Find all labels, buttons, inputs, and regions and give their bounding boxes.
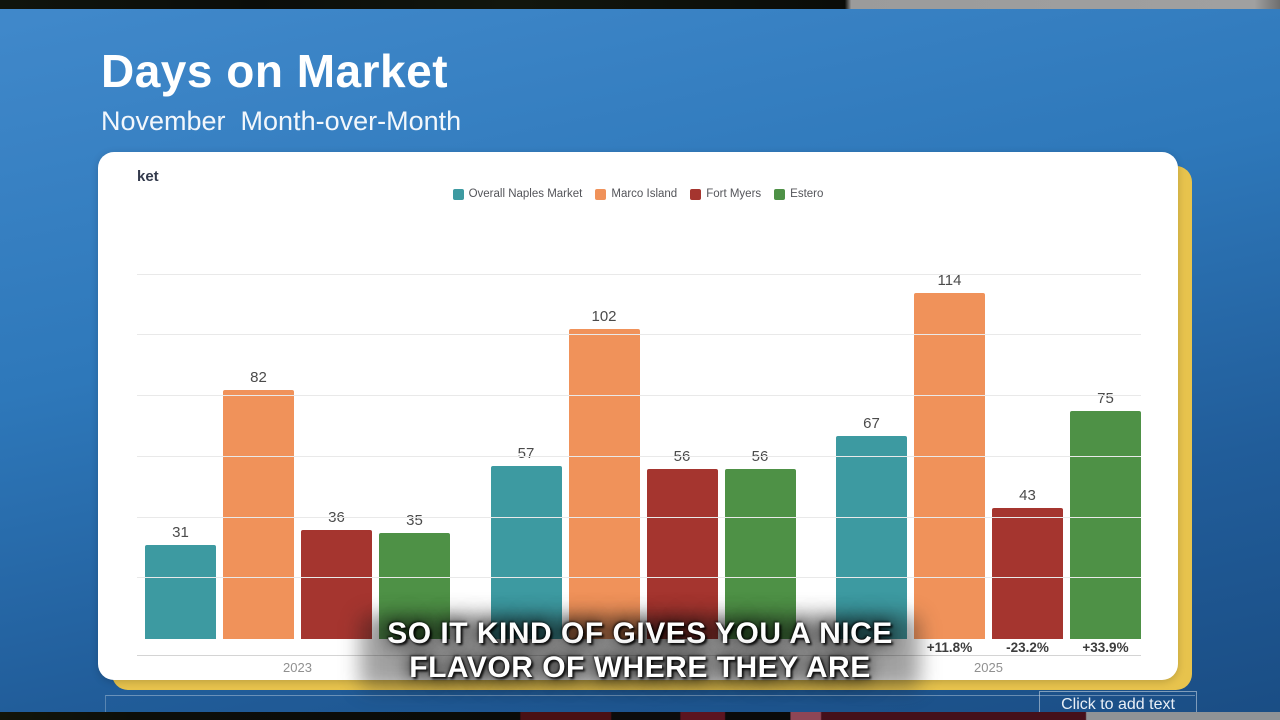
caption-shadow-haze [360,615,920,689]
legend-item-3[interactable]: Fort Myers [690,188,761,200]
legend-swatch-icon [774,188,786,200]
bar-value-label: 67 [863,415,880,432]
bar-value-label: 82 [250,369,267,386]
gridline [137,395,1141,397]
video-timeline-top-strip [0,0,1280,9]
year-axis-label: 2023 [283,660,312,675]
bar-group-3: 67 114 43 75 [836,272,1141,639]
bar-fort-myers: 56 [646,448,718,639]
gridline [137,334,1141,336]
caption-line-2: FLAVOR OF WHERE THEY ARE [409,651,871,684]
bar-value-label: 75 [1097,390,1114,407]
bar-marco-island: 114 [914,272,985,639]
plot-area: 31 82 36 35 57 102 56 56 67 114 43 75 +11.8% -23.2% +… [137,214,1141,675]
bar-value-label: 57 [517,445,535,462]
legend-item-2[interactable]: Marco Island [595,188,677,200]
bar-marco-island: 102 [568,308,640,639]
legend-label: Estero [790,188,824,200]
text-placeholder-outline[interactable] [105,695,1195,715]
chart-card: ket Overall Naples Market Marco Island For… [98,152,1178,680]
video-timeline-bottom-strip[interactable] [0,712,1280,720]
legend-swatch-icon [690,188,702,200]
bar-value-label: 43 [1019,487,1036,504]
bar-overall-naples-market: 57 [490,445,562,639]
bar-fort-myers: 36 [301,509,372,639]
bars-row: 31 82 36 35 57 102 56 56 67 114 43 75 [137,214,1141,639]
legend-item-1[interactable]: Overall Naples Market [452,188,583,200]
bar-value-label: 102 [591,308,617,325]
bar-fort-myers: 43 [992,487,1063,639]
pct-change-label: +11.8% [926,640,973,655]
legend-item-4[interactable]: Estero [774,188,823,200]
pct-change-label: +33.9% [1082,640,1129,655]
chart-title-cropped: ket [137,168,159,185]
bar-group-2: 57 102 56 56 [490,308,796,639]
legend-swatch-icon [452,188,464,200]
bar-estero: 35 [379,512,450,639]
gridline [137,273,1141,275]
bar-plot: 31 82 36 35 57 102 56 56 67 114 43 75 [137,214,1141,639]
bar-estero: 75 [1070,390,1141,639]
bar-marco-island: 82 [223,369,294,639]
bar-overall-naples-market: 31 [145,524,216,639]
year-axis-label: 2025 [974,660,1003,675]
legend-swatch-icon [595,188,607,200]
legend-label: Overall Naples Market [468,188,583,200]
legend-label: Marco Island [611,188,678,200]
gridline [137,516,1141,518]
category-axis-line [137,655,1141,656]
bar-overall-naples-market: 67 [836,415,907,639]
bar-group-1: 31 82 36 35 [145,369,450,639]
gridline [137,577,1141,579]
pct-change-label: -23.2% [1006,640,1049,655]
placeholder-label: Click to add text [1061,695,1175,713]
pct-group-3: +11.8% -23.2% +33.9% [836,640,1141,655]
percent-label-row: +11.8% -23.2% +33.9% [137,640,1141,655]
year-label-row: 2023 2025 [137,660,1141,675]
chart-legend: Overall Naples Market Marco Island Fort My… [98,188,1178,200]
bar-value-label: 35 [406,512,423,529]
legend-label: Fort Myers [706,188,762,200]
slide-title: Days on Market [101,45,449,97]
bar-value-label: 114 [937,272,962,289]
bar-estero: 56 [724,448,796,639]
gridline [137,455,1141,457]
caption-line-1: SO IT KIND OF GIVES YOU A NICE [387,617,893,650]
video-caption: SO IT KIND OF GIVES YOU A NICE FLAVOR OF… [0,617,1280,685]
slide-subtitle: November Month-over-Month [101,106,462,136]
bar-value-label: 31 [172,524,189,541]
